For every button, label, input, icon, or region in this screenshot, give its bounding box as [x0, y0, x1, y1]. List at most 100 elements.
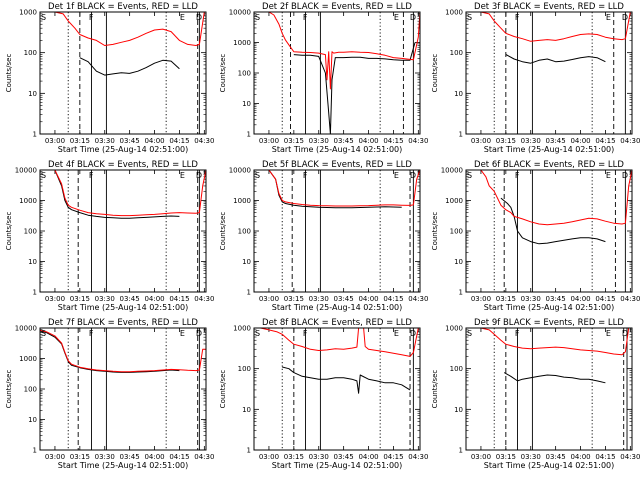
x-axis-label: Start Time (25-Aug-14 02:51:00) [484, 145, 615, 154]
y-tick-label: 100 [238, 228, 251, 236]
detector-panel-4: Det 4f BLACK = Events, RED = LLD Counts/s… [5, 160, 214, 312]
x-tick-label: 03:45 [334, 453, 354, 461]
plot-area [40, 328, 206, 450]
y-tick-label: 10 [242, 258, 251, 266]
plot-frame [39, 327, 207, 451]
panel-title: Det 5f BLACK = Events, RED = LLD [262, 160, 412, 170]
x-tick-label: 04:30 [194, 295, 214, 303]
marker-f: F [515, 329, 520, 338]
x-tick-label: 04:15 [169, 137, 189, 145]
plot-area [254, 170, 420, 292]
panel-title: Det 1f BLACK = Events, RED = LLD [48, 2, 198, 12]
y-tick-label: 1000 [445, 325, 463, 333]
x-tick-label: 04:30 [194, 453, 214, 461]
x-tick-label: 04:00 [144, 137, 164, 145]
panel-title: Det 3f BLACK = Events, RED = LLD [474, 2, 624, 12]
events-series-line [79, 57, 180, 76]
x-tick-label: 03:15 [284, 137, 304, 145]
x-axis-label: Start Time (25-Aug-14 02:51:00) [272, 303, 403, 312]
marker-d: D [622, 13, 628, 22]
x-axis-label: Start Time (25-Aug-14 02:51:00) [272, 145, 403, 154]
x-tick-label: 03:00 [259, 137, 279, 145]
detector-panel-3: Det 3f BLACK = Events, RED = LLD Counts/s… [431, 2, 640, 154]
marker-d: D [622, 171, 628, 180]
x-tick-label: 03:45 [334, 295, 354, 303]
marker-e: E [606, 329, 611, 338]
x-tick-label: 04:00 [570, 295, 590, 303]
events-series-line [503, 372, 606, 384]
plot-frame [39, 169, 207, 293]
y-tick-label: 10000 [229, 167, 251, 175]
x-tick-label: 04:00 [144, 453, 164, 461]
y-tick-label: 1 [33, 289, 37, 297]
y-axis-label: Counts/sec [431, 212, 439, 251]
marker-s: S [467, 171, 472, 180]
y-tick-label: 1000 [445, 197, 463, 205]
y-tick-label: 10 [28, 258, 37, 266]
y-tick-label: 100 [450, 49, 463, 57]
lld-series-line [466, 170, 632, 226]
detector-panel-1: Det 1f BLACK = Events, RED = LLD Counts/s… [5, 2, 214, 154]
x-tick-label: 03:15 [496, 453, 516, 461]
x-tick-label: 04:15 [595, 295, 615, 303]
y-axis-label: Counts/sec [219, 54, 227, 93]
y-tick-label: 1 [459, 289, 463, 297]
x-tick-label: 03:00 [471, 453, 491, 461]
lld-series-line [40, 329, 206, 373]
lld-series-line [254, 170, 420, 207]
y-tick-label: 100 [238, 365, 251, 373]
x-tick-label: 03:15 [496, 137, 516, 145]
x-tick-label: 03:15 [284, 295, 304, 303]
x-axis-label: Start Time (25-Aug-14 02:51:00) [272, 461, 403, 470]
x-tick-label: 04:15 [169, 453, 189, 461]
plot-frame [253, 327, 421, 451]
y-tick-label: 1000 [445, 9, 463, 17]
x-tick-label: 04:15 [595, 137, 615, 145]
y-axis-label: Counts/sec [219, 212, 227, 251]
events-series-line [40, 330, 180, 373]
y-axis-label: Counts/sec [431, 54, 439, 93]
x-tick-label: 03:30 [95, 295, 115, 303]
marker-e: E [180, 13, 185, 22]
x-tick-label: 04:15 [169, 295, 189, 303]
x-tick-label: 03:00 [471, 137, 491, 145]
x-tick-label: 03:45 [546, 453, 566, 461]
marker-e: E [180, 171, 185, 180]
marker-s: S [255, 329, 260, 338]
marker-f: F [303, 329, 308, 338]
panel-title: Det 7f BLACK = Events, RED = LLD [48, 318, 198, 328]
events-series-line [293, 42, 416, 134]
x-tick-label: 03:00 [45, 137, 65, 145]
y-tick-label: 1 [459, 447, 463, 455]
panel-title: Det 2f BLACK = Events, RED = LLD [262, 2, 412, 12]
x-axis-label: Start Time (25-Aug-14 02:51:00) [58, 303, 189, 312]
y-tick-label: 10000 [15, 167, 37, 175]
x-tick-label: 04:00 [144, 295, 164, 303]
x-axis-label: Start Time (25-Aug-14 02:51:00) [58, 145, 189, 154]
marker-e: E [394, 13, 399, 22]
y-tick-label: 100 [450, 365, 463, 373]
marker-f: F [89, 329, 94, 338]
y-tick-label: 10 [28, 90, 37, 98]
panel-title: Det 8f BLACK = Events, RED = LLD [262, 318, 412, 328]
y-tick-label: 10 [454, 90, 463, 98]
x-tick-label: 03:45 [120, 137, 140, 145]
plot-area [254, 328, 420, 450]
plot-area [466, 170, 632, 292]
y-tick-label: 100 [238, 70, 251, 78]
detector-panel-9: Det 9f BLACK = Events, RED = LLD Counts/s… [431, 318, 640, 470]
x-tick-label: 03:00 [45, 295, 65, 303]
marker-f: F [303, 13, 308, 22]
lld-series-line [466, 328, 632, 356]
plot-area [40, 170, 206, 292]
marker-s: S [255, 171, 260, 180]
y-axis-label: Counts/sec [5, 212, 13, 251]
marker-s: S [41, 13, 46, 22]
detector-panel-5: Det 5f BLACK = Events, RED = LLD Counts/s… [219, 160, 428, 312]
x-tick-label: 03:30 [309, 295, 329, 303]
panel-title: Det 9f BLACK = Events, RED = LLD [474, 318, 624, 328]
marker-d: D [410, 329, 416, 338]
x-tick-label: 04:15 [383, 295, 403, 303]
marker-f: F [89, 13, 94, 22]
